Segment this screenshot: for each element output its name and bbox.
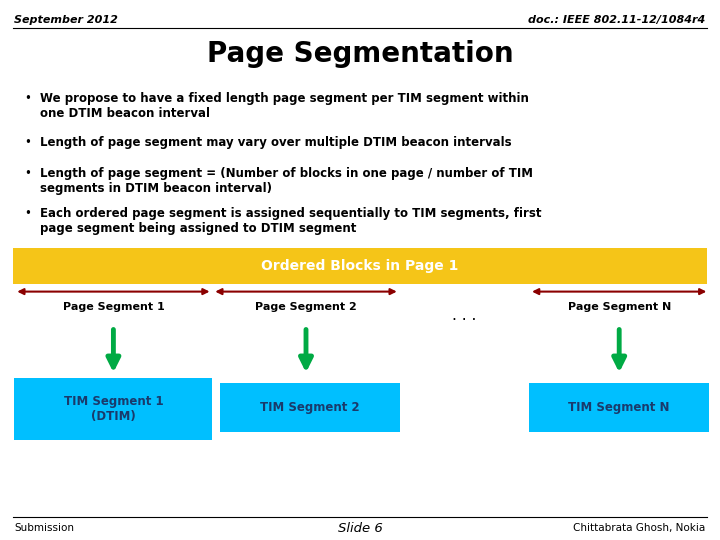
Bar (13, 248, 707, 284)
Text: TIM Segment 1
(DTIM): TIM Segment 1 (DTIM) (63, 395, 163, 423)
Text: Page Segmentation: Page Segmentation (207, 40, 513, 68)
Text: Page Segment 1: Page Segment 1 (63, 302, 164, 313)
Text: We propose to have a fixed length page segment per TIM segment within
one DTIM b: We propose to have a fixed length page s… (40, 92, 528, 120)
Text: Chittabrata Ghosh, Nokia: Chittabrata Ghosh, Nokia (573, 523, 706, 533)
Text: Ordered Blocks in Page 1: Ordered Blocks in Page 1 (261, 259, 459, 273)
Bar (220, 383, 400, 432)
Text: Length of page segment = (Number of blocks in one page / number of TIM
segments : Length of page segment = (Number of bloc… (40, 167, 533, 195)
Bar (529, 383, 709, 432)
Text: •: • (24, 207, 31, 220)
Text: Submission: Submission (14, 523, 74, 533)
Text: Each ordered page segment is assigned sequentially to TIM segments, first
page s: Each ordered page segment is assigned se… (40, 207, 541, 235)
Text: •: • (24, 136, 31, 149)
Text: Slide 6: Slide 6 (338, 522, 382, 535)
Text: September 2012: September 2012 (14, 15, 118, 25)
Bar (14, 378, 212, 440)
Text: •: • (24, 92, 31, 105)
Text: . . .: . . . (452, 308, 477, 323)
Text: doc.: IEEE 802.11-12/1084r4: doc.: IEEE 802.11-12/1084r4 (528, 15, 706, 25)
Text: Page Segment 2: Page Segment 2 (255, 302, 357, 313)
Text: Page Segment N: Page Segment N (567, 302, 671, 313)
Text: Length of page segment may vary over multiple DTIM beacon intervals: Length of page segment may vary over mul… (40, 136, 511, 149)
Text: TIM Segment N: TIM Segment N (569, 401, 670, 414)
Text: TIM Segment 2: TIM Segment 2 (260, 401, 359, 414)
Text: •: • (24, 167, 31, 180)
